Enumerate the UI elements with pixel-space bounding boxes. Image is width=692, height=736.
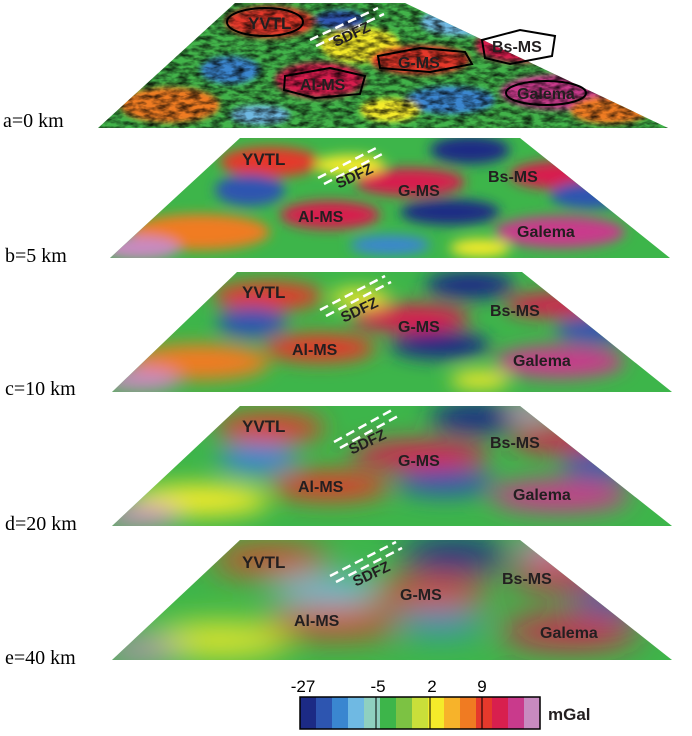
slice-b-map (110, 138, 670, 258)
slice-d: YVTL SDFZ G-MS Bs-MS Al-MS Galema d=20 k… (5, 406, 672, 535)
sdfz-line-c1 (319, 274, 386, 312)
colorbar-tick-2: -5 (370, 677, 385, 696)
colorbar-cells (300, 697, 541, 729)
gms-outline (376, 46, 474, 74)
yvtl-outline (226, 7, 304, 37)
colorbar-cell (300, 697, 317, 729)
label-galema-e: Galema (540, 625, 598, 642)
label-alms-a: Al-MS (300, 77, 346, 94)
label-galema-d: Galema (513, 487, 571, 504)
sdfz-line-c2 (325, 280, 392, 318)
galema-outline (505, 80, 587, 106)
colorbar-cell (460, 697, 477, 729)
label-gms-c: G-MS (398, 319, 440, 336)
colorbar-cell (380, 697, 397, 729)
colorbar-unit: mGal (548, 705, 591, 724)
label-bsms-b: Bs-MS (488, 169, 538, 186)
depth-label-c: c=10 km (5, 378, 76, 400)
label-yvtl-a: YVTL (248, 14, 291, 33)
colorbar-cell (316, 697, 333, 729)
slice-b: YVTL SDFZ G-MS Bs-MS Al-MS Galema b=5 km (5, 138, 670, 267)
slice-e-map (112, 540, 672, 660)
colorbar-cell (412, 697, 429, 729)
colorbar-cell (348, 697, 365, 729)
label-galema-a: Galema (517, 86, 575, 103)
sdfz-line-d1 (333, 408, 393, 444)
label-galema-b: Galema (517, 224, 575, 241)
colorbar-cell (396, 697, 413, 729)
label-gms-a: G-MS (398, 55, 440, 72)
slice-c: YVTL SDFZ G-MS Bs-MS Al-MS Galema c=10 k… (5, 272, 672, 400)
depth-label-a: a=0 km (3, 110, 64, 132)
colorbar: -27 -5 2 9 mGal (291, 677, 591, 730)
slice-e: YVTL SDFZ G-MS Bs-MS Al-MS Galema e=40 k… (5, 540, 672, 669)
sdfz-line-e2 (335, 546, 403, 584)
colorbar-frame (299, 696, 541, 730)
label-bsms-c: Bs-MS (490, 303, 540, 320)
sdfz-line-a2 (315, 12, 385, 48)
colorbar-cell (492, 697, 509, 729)
slice-a: YVTL SDFZ G-MS Bs-MS Al-MS Galema a=0 km (3, 3, 668, 132)
label-bsms-a: Bs-MS (492, 39, 542, 56)
colorbar-tick-1: -27 (291, 677, 316, 696)
depth-label-e: e=40 km (5, 647, 76, 669)
colorbar-cell (444, 697, 461, 729)
sdfz-line-e1 (329, 540, 397, 578)
sdfz-line-b1 (317, 144, 381, 180)
alms-outline (282, 66, 367, 100)
label-bsms-d: Bs-MS (490, 435, 540, 452)
label-gms-e: G-MS (400, 587, 442, 604)
label-alms-e: Al-MS (294, 613, 340, 630)
label-yvtl-b: YVTL (242, 150, 285, 169)
bsms-outline (480, 28, 557, 66)
colorbar-cell (364, 697, 381, 729)
label-alms-c: Al-MS (292, 342, 338, 359)
sdfz-line-d2 (339, 414, 399, 450)
colorbar-cell (508, 697, 525, 729)
sdfz-line-a1 (309, 6, 379, 42)
label-yvtl-d: YVTL (242, 417, 285, 436)
label-yvtl-e: YVTL (242, 553, 285, 572)
label-alms-d: Al-MS (298, 479, 344, 496)
depth-label-b: b=5 km (5, 245, 67, 267)
slice-c-map (112, 272, 672, 392)
label-bsms-e: Bs-MS (502, 571, 552, 588)
label-galema-c: Galema (513, 353, 571, 370)
colorbar-cell (476, 697, 493, 729)
sdfz-line-b2 (323, 150, 387, 186)
colorbar-cell (524, 697, 541, 729)
colorbar-cell (332, 697, 349, 729)
label-gms-b: G-MS (398, 183, 440, 200)
label-gms-d: G-MS (398, 453, 440, 470)
depth-label-d: d=20 km (5, 513, 77, 535)
label-alms-b: Al-MS (298, 209, 344, 226)
colorbar-cell (428, 697, 445, 729)
colorbar-tick-4: 9 (477, 677, 486, 696)
colorbar-tick-3: 2 (427, 677, 436, 696)
label-yvtl-c: YVTL (242, 283, 285, 302)
